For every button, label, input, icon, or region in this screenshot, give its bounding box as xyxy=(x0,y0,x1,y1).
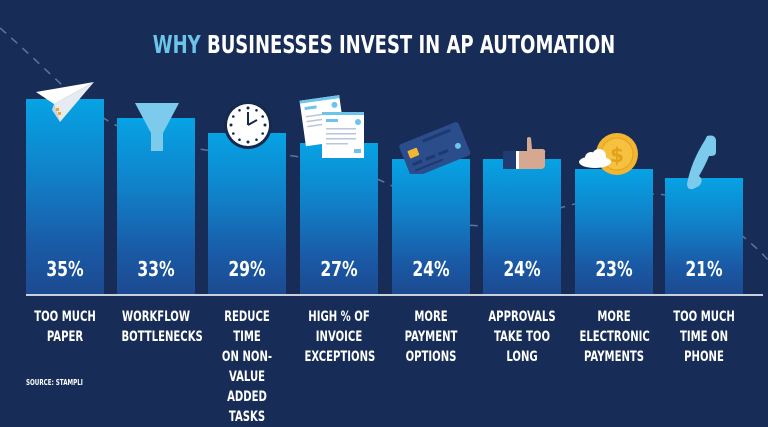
coin-cloud-icon: $ xyxy=(579,133,638,175)
svg-text:$: $ xyxy=(610,143,624,167)
bar-invoice-exceptions: 27% xyxy=(300,143,378,295)
category-label: WORKFLOW BOTTLENECKS xyxy=(121,309,203,345)
bar-payment-options: 24% xyxy=(392,159,470,295)
clock-icon xyxy=(224,101,272,149)
credit-card-icon xyxy=(399,122,471,174)
title-text: BUSINESSES INVEST IN AP AUTOMATION xyxy=(206,30,616,59)
category-label: HIGH % OF INVOICE EXCEPTIONS xyxy=(304,309,376,365)
category-label: MORE PAYMENT OPTIONS xyxy=(404,309,458,365)
bar-value: 24% xyxy=(412,257,450,281)
bar-phone-time: 21% xyxy=(665,178,743,295)
invoice-icon xyxy=(299,95,364,158)
title-accent: WHY xyxy=(152,30,201,59)
category-label: TOO MUCH PAPER xyxy=(34,309,96,345)
bar-value: 33% xyxy=(137,257,175,281)
chart-baseline xyxy=(26,294,763,296)
bar-electronic-payments: 23% xyxy=(575,169,653,295)
funnel-icon xyxy=(135,103,179,151)
category-label: TOO MUCH TIME ON PHONE xyxy=(673,309,735,365)
source-note: SOURCE: STAMPLI xyxy=(26,378,83,387)
bar-value: 35% xyxy=(46,257,84,281)
thumbs-up-icon xyxy=(503,137,546,169)
bar-value: 23% xyxy=(595,257,633,281)
bar-value: 24% xyxy=(503,257,541,281)
bar-reduce-time: 29% xyxy=(208,133,286,295)
bar-too-much-paper: 35% xyxy=(26,99,104,295)
bar-value: 21% xyxy=(685,257,723,281)
category-label: MORE ELECTRONIC PAYMENTS xyxy=(579,309,650,365)
category-label: REDUCE TIME ON NON-VALUE ADDED TASKS xyxy=(221,309,273,425)
chart-title: WHY BUSINESSES INVEST IN AP AUTOMATION xyxy=(108,30,661,59)
bar-value: 29% xyxy=(228,257,266,281)
bar-approvals: 24% xyxy=(483,159,561,295)
phone-icon xyxy=(687,135,716,190)
bar-value: 27% xyxy=(320,257,358,281)
paper-plane-icon xyxy=(36,82,94,122)
category-label: APPROVALS TAKE TOO LONG xyxy=(488,309,556,365)
